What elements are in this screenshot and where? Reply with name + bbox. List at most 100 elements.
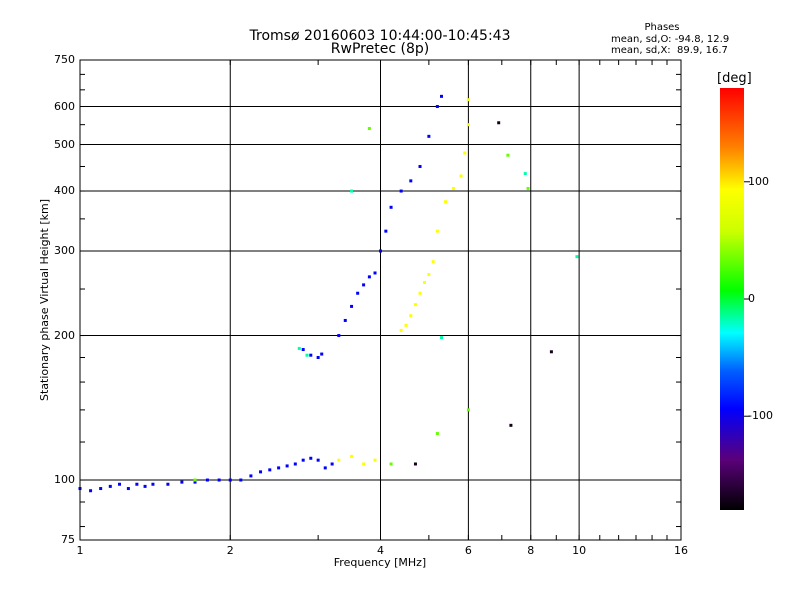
data-point: [466, 408, 470, 412]
colorbar-ticks: [744, 181, 750, 417]
data-point: [316, 458, 320, 462]
data-point: [367, 275, 371, 279]
data-point: [451, 186, 455, 190]
x-tick-label: 4: [377, 544, 384, 557]
data-point: [418, 164, 422, 168]
y-tick-label: 750: [54, 53, 75, 66]
data-point: [427, 273, 431, 277]
data-point: [193, 480, 197, 484]
data-point: [268, 468, 272, 472]
data-point: [89, 489, 93, 493]
y-tick-label: 75: [61, 533, 75, 546]
data-point: [126, 487, 130, 491]
data-point: [166, 482, 170, 486]
data-point: [389, 462, 393, 466]
data-point: [151, 482, 155, 486]
y-tick-label: 500: [54, 137, 75, 151]
data-point: [205, 478, 209, 482]
data-point: [320, 352, 324, 356]
x-tick-label: 8: [527, 544, 535, 557]
data-point: [404, 323, 408, 327]
data-point: [356, 291, 360, 295]
data-point: [297, 346, 301, 350]
data-point: [337, 334, 341, 338]
data-point: [575, 255, 579, 259]
x-tick-label: 16: [674, 544, 688, 557]
x-tick-label: 2: [226, 544, 234, 557]
data-point: [409, 179, 413, 183]
grid-lines: [80, 60, 681, 540]
data-point: [99, 487, 103, 491]
data-point: [409, 314, 413, 318]
data-point: [440, 94, 444, 98]
data-point: [497, 121, 501, 125]
phase-box-heading: Phases: [644, 22, 680, 33]
axis-ticks: [79, 59, 682, 540]
data-point: [350, 189, 354, 193]
data-point: [435, 105, 439, 109]
data-points: [78, 94, 579, 493]
data-point: [509, 423, 513, 427]
data-point: [444, 200, 448, 204]
data-point: [418, 291, 422, 295]
data-point: [239, 478, 243, 482]
data-point: [389, 205, 393, 209]
chart-subtitle: RwPretec (8p): [330, 41, 430, 57]
data-point: [285, 464, 289, 468]
data-point: [301, 458, 305, 462]
data-point: [337, 458, 341, 462]
data-point: [373, 271, 377, 275]
data-point: [463, 151, 467, 155]
y-tick-label: 100: [54, 473, 75, 487]
data-point: [108, 484, 112, 488]
data-point: [373, 458, 377, 462]
data-point: [435, 229, 439, 233]
x-tick-label: 10: [572, 544, 587, 557]
data-point: [305, 353, 309, 357]
data-point: [459, 174, 463, 178]
y-tick-label: 400: [54, 184, 75, 198]
data-point: [135, 482, 139, 486]
colorbar-tick-label: 100: [748, 174, 769, 188]
data-point: [379, 249, 382, 253]
data-point: [330, 462, 334, 466]
y-tick-label: 300: [54, 244, 75, 257]
data-point: [249, 474, 253, 478]
y-tick-label: 200: [54, 328, 75, 342]
data-point: [118, 482, 122, 486]
data-point: [549, 350, 553, 354]
data-point: [466, 123, 470, 127]
data-point: [440, 336, 444, 340]
data-point: [277, 466, 281, 470]
data-point: [350, 454, 354, 458]
data-point: [413, 303, 417, 307]
data-point: [293, 462, 297, 466]
colorbar: [720, 88, 744, 510]
data-point: [143, 484, 147, 488]
data-point: [180, 480, 184, 484]
x-axis-label: Frequency [MHz]: [333, 556, 427, 569]
data-point: [526, 186, 530, 190]
data-point: [350, 304, 354, 308]
x-tick-label: 1: [76, 544, 84, 557]
data-point: [301, 348, 305, 352]
phase-box-o-line: mean, sd,O: -94.8, 12.9: [611, 34, 730, 45]
data-point: [362, 462, 366, 466]
data-point: [259, 470, 263, 474]
data-point: [506, 153, 510, 157]
data-point: [217, 478, 221, 482]
data-point: [431, 260, 435, 264]
data-point: [193, 478, 197, 482]
data-point: [523, 172, 527, 176]
data-point: [309, 353, 313, 357]
data-point: [316, 355, 320, 359]
data-point: [309, 456, 313, 460]
colorbar-tick-label: 0: [748, 292, 755, 305]
y-axis-label: Stationary phase Virtual Height [km]: [38, 198, 51, 402]
data-point: [422, 280, 426, 284]
colorbar-label: [deg]: [717, 71, 752, 86]
data-point: [427, 134, 431, 138]
data-point: [228, 478, 232, 482]
data-point: [466, 98, 470, 102]
